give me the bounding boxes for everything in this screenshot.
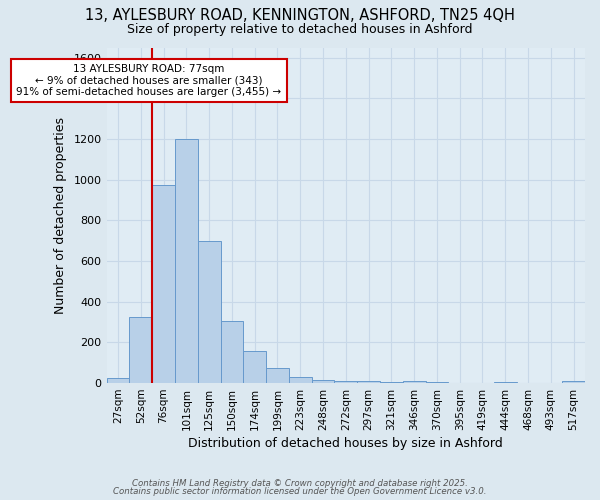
- Y-axis label: Number of detached properties: Number of detached properties: [53, 117, 67, 314]
- Bar: [175, 139, 198, 383]
- Bar: [130, 317, 152, 383]
- Text: Contains HM Land Registry data © Crown copyright and database right 2025.: Contains HM Land Registry data © Crown c…: [132, 478, 468, 488]
- Text: Size of property relative to detached houses in Ashford: Size of property relative to detached ho…: [127, 22, 473, 36]
- Bar: [311, 380, 334, 383]
- Bar: [289, 377, 311, 383]
- Bar: [266, 368, 289, 383]
- Bar: [425, 382, 448, 383]
- Bar: [380, 382, 403, 383]
- Bar: [107, 378, 130, 383]
- Text: Contains public sector information licensed under the Open Government Licence v3: Contains public sector information licen…: [113, 487, 487, 496]
- Bar: [243, 350, 266, 383]
- Bar: [494, 382, 517, 383]
- Bar: [334, 381, 357, 383]
- Bar: [403, 380, 425, 383]
- Bar: [562, 380, 585, 383]
- Bar: [357, 382, 380, 383]
- Bar: [198, 240, 221, 383]
- X-axis label: Distribution of detached houses by size in Ashford: Distribution of detached houses by size …: [188, 437, 503, 450]
- Bar: [221, 321, 243, 383]
- Text: 13 AYLESBURY ROAD: 77sqm
← 9% of detached houses are smaller (343)
91% of semi-d: 13 AYLESBURY ROAD: 77sqm ← 9% of detache…: [16, 64, 281, 97]
- Bar: [152, 185, 175, 383]
- Text: 13, AYLESBURY ROAD, KENNINGTON, ASHFORD, TN25 4QH: 13, AYLESBURY ROAD, KENNINGTON, ASHFORD,…: [85, 8, 515, 22]
